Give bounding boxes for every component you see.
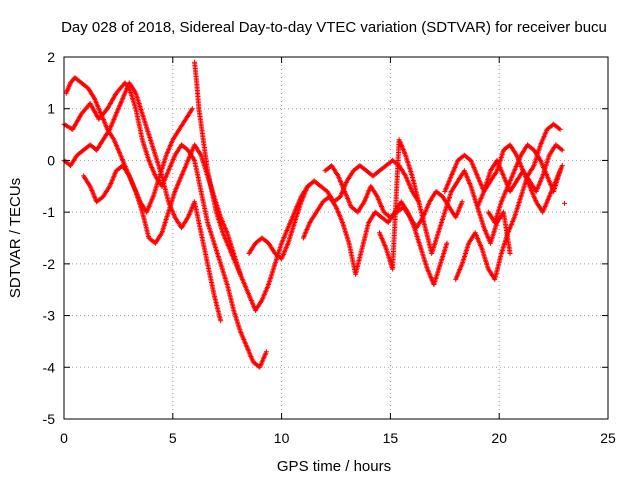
y-tick-label: -2: [43, 256, 56, 272]
data-point: [557, 168, 563, 174]
x-tick-label: 5: [169, 430, 177, 446]
data-point: [559, 163, 565, 169]
y-tick-label: 1: [47, 101, 55, 117]
chart-title: Day 028 of 2018, Sidereal Day-to-day VTE…: [61, 19, 607, 36]
data-point: [557, 126, 563, 132]
axis-ticks: 0 5 10 15 20 25 -5 -4 -3 -2 -1 0 1 2: [43, 49, 616, 446]
series-track-14: [561, 200, 567, 206]
data-point: [189, 106, 195, 112]
y-axis-label: SDTVAR / TECUs: [7, 178, 24, 298]
grid: [64, 57, 608, 419]
data-point: [559, 147, 565, 153]
y-tick-label: 2: [47, 49, 55, 65]
data-point: [558, 146, 564, 152]
x-tick-label: 15: [383, 430, 399, 446]
data-point: [561, 200, 567, 206]
y-tick-label: -5: [43, 411, 56, 427]
y-tick-label: -1: [43, 204, 56, 220]
data-point: [459, 199, 465, 205]
y-tick-label: -4: [43, 359, 56, 375]
x-tick-label: 0: [60, 430, 68, 446]
series-track-13: [485, 142, 563, 225]
series-track-10: [442, 142, 565, 194]
series-track-8: [322, 163, 465, 231]
series-track-9: [377, 137, 513, 272]
x-tick-label: 10: [274, 430, 290, 446]
x-axis-label: GPS time / hours: [277, 458, 391, 475]
data-point: [218, 318, 224, 324]
data-point: [507, 251, 513, 257]
y-tick-label: -3: [43, 308, 56, 324]
series-track-6: [246, 157, 422, 262]
data-point: [444, 240, 450, 246]
series-track-11: [453, 121, 563, 282]
data-point: [263, 349, 269, 355]
x-tick-label: 20: [491, 430, 507, 446]
series-track-3: [61, 80, 224, 324]
data-point: [556, 126, 562, 131]
x-tick-label: 25: [600, 430, 616, 446]
y-tick-label: 0: [47, 152, 55, 168]
plot-frame: [63, 56, 609, 420]
data-points: [61, 59, 567, 370]
